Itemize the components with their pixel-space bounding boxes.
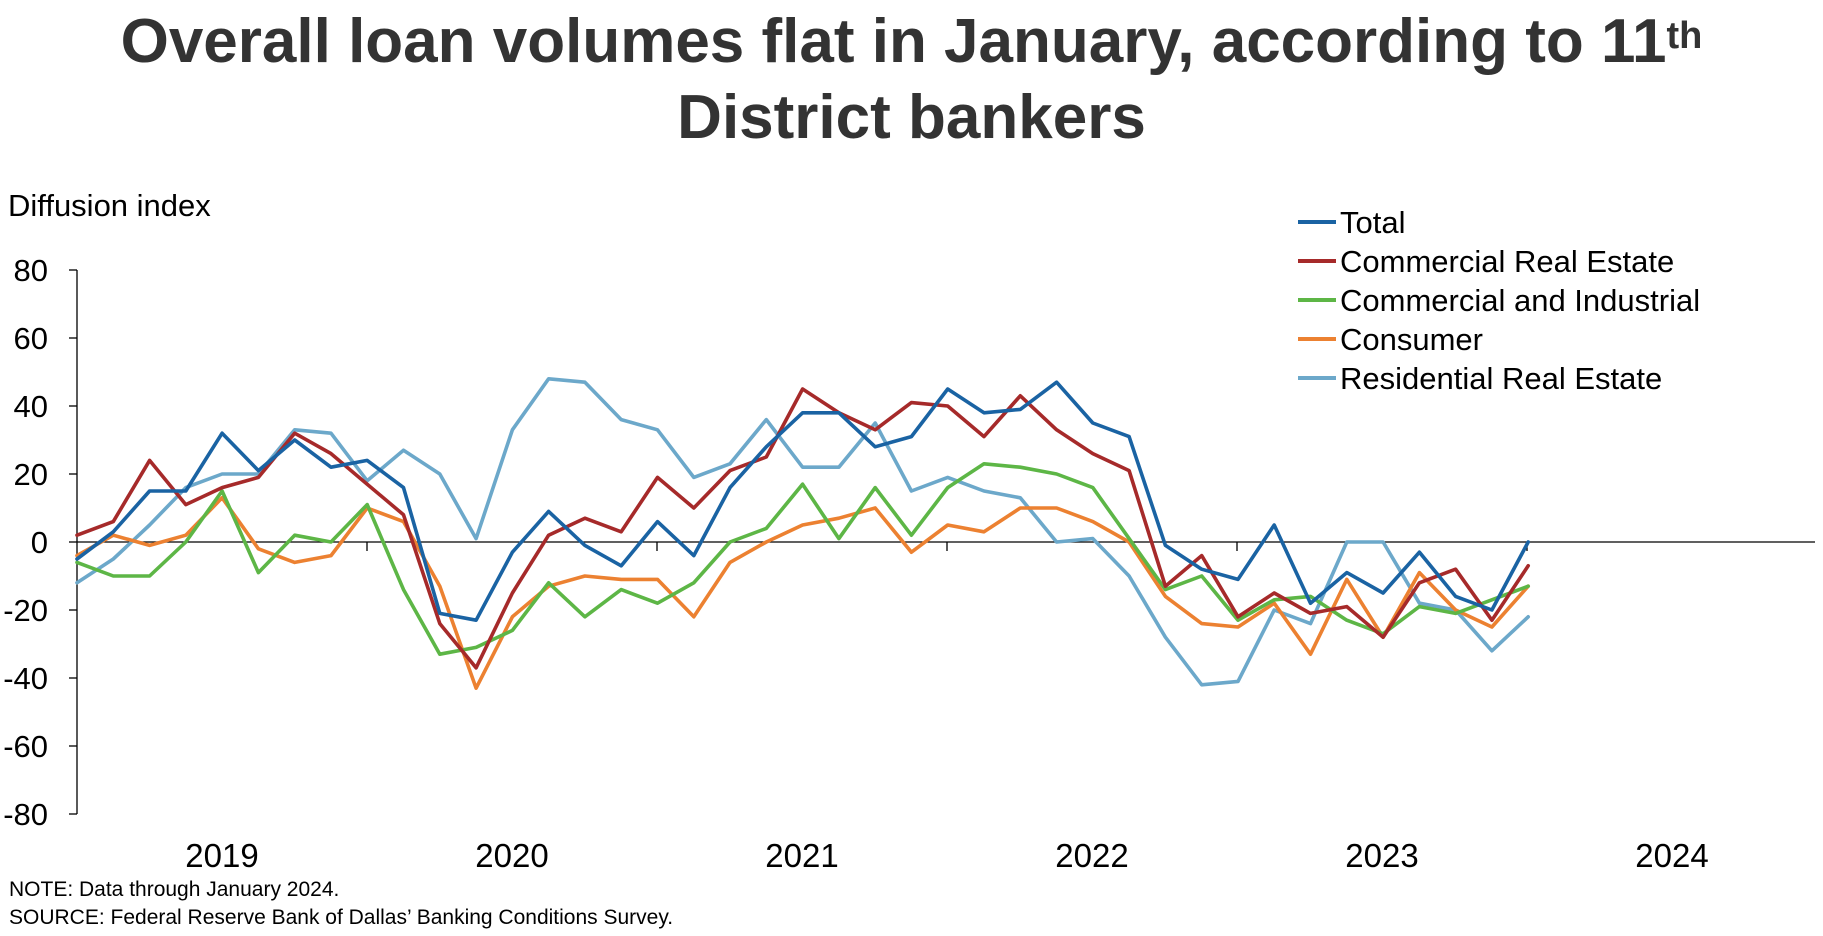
y-tick-label: -60: [3, 729, 48, 764]
legend-label: Commercial Real Estate: [1340, 244, 1674, 279]
y-tick-label: -20: [3, 593, 48, 628]
legend-label: Commercial and Industrial: [1340, 283, 1700, 318]
series-line-commercial-real-estate: [75, 387, 1530, 670]
chart-note: NOTE: Data through January 2024.: [9, 878, 340, 901]
x-tick-label: 2023: [1345, 837, 1418, 874]
chart-title-line2: District bankers: [677, 83, 1146, 152]
y-tick-label: 60: [14, 321, 48, 356]
x-tick-label: 2019: [185, 837, 258, 874]
x-tick-label: 2021: [765, 837, 838, 874]
legend-label: Consumer: [1340, 322, 1483, 357]
x-tick-label: 2024: [1635, 837, 1708, 874]
series-line-commercial-and-industrial: [75, 461, 1530, 657]
y-tick-labels: 80 60 40 20 0 -20 -40 -60 -80: [3, 253, 48, 832]
legend-label: Total: [1340, 205, 1405, 240]
series-line-consumer: [75, 495, 1530, 691]
series-lines: [75, 376, 1530, 691]
chart-title-superscript: th: [1666, 15, 1703, 57]
y-tick-label: 80: [14, 253, 48, 288]
chart-title-main: Overall loan volumes flat in January, ac…: [120, 7, 1667, 76]
axes: [69, 269, 1815, 815]
x-tick-label: 2020: [475, 837, 548, 874]
y-tick-label: 20: [14, 457, 48, 492]
chart-title: Overall loan volumes flat in January, ac…: [0, 4, 1823, 156]
y-axis-label: Diffusion index: [8, 188, 211, 223]
x-tick-labels: 2019 2020 2021 2022 2023 2024: [185, 837, 1708, 874]
series-line-residential-real-estate: [75, 376, 1530, 687]
y-tick-label: -40: [3, 661, 48, 696]
legend: Total Commercial Real Estate Commercial an…: [1298, 205, 1700, 396]
y-tick-label: 40: [14, 389, 48, 424]
chart-source: SOURCE: Federal Reserve Bank of Dallas’ …: [9, 906, 674, 929]
legend-label: Residential Real Estate: [1340, 361, 1662, 396]
series-line-total: [75, 380, 1530, 623]
y-tick-label: -80: [3, 797, 48, 832]
y-tick-label: 0: [31, 525, 48, 560]
x-tick-label: 2022: [1055, 837, 1128, 874]
